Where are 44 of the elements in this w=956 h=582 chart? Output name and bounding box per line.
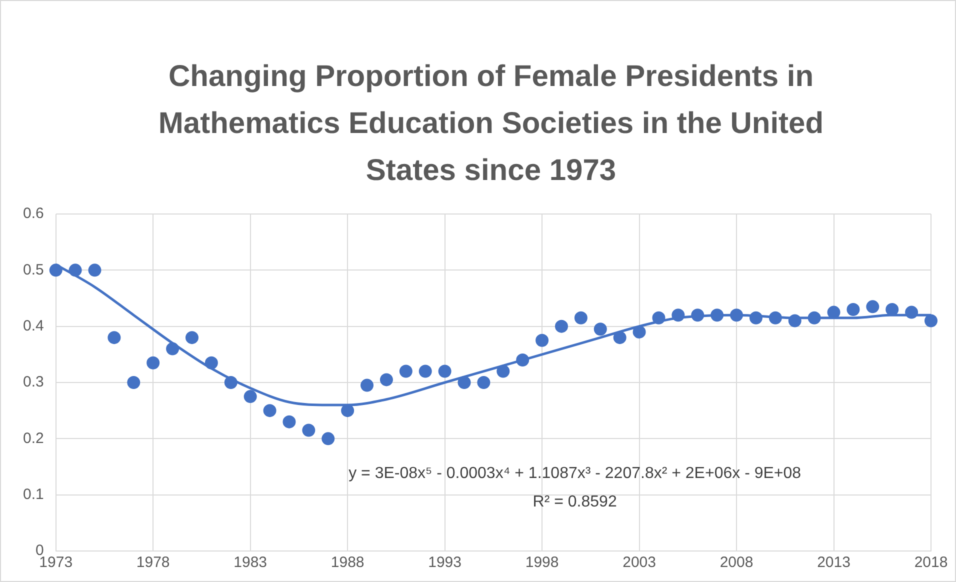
point	[574, 311, 588, 324]
point	[322, 432, 335, 446]
x-tick-label: 2008	[720, 554, 754, 572]
y-tick-label: 0.4	[22, 317, 44, 334]
x-tick-label: 1983	[234, 554, 268, 572]
point	[594, 322, 607, 336]
x-tick-label: 1978	[136, 554, 170, 572]
y-tick-label: 0.2	[22, 430, 44, 447]
point	[866, 300, 880, 314]
point	[360, 378, 374, 392]
point	[438, 364, 452, 378]
x-tick-label: 1988	[330, 554, 364, 572]
point	[399, 364, 412, 378]
chart-title: Changing Proportion of Female Presidents in Mathematics Education Societies in the United States since 1973	[157, 59, 825, 189]
point	[846, 302, 860, 316]
point	[554, 320, 568, 333]
y-tick-label: 0.6	[22, 205, 44, 222]
point	[302, 424, 316, 437]
point	[418, 364, 432, 378]
point	[477, 376, 490, 389]
x-tick-label: 2013	[817, 554, 850, 572]
y-tick-label: 0.5	[22, 261, 44, 278]
y-tick-label: 0.1	[22, 486, 44, 503]
point	[88, 264, 102, 277]
annotation: R² = 0.8592	[532, 494, 617, 511]
point	[185, 331, 198, 344]
point	[263, 404, 276, 418]
point	[886, 302, 899, 316]
point	[108, 331, 121, 344]
point	[127, 376, 140, 389]
point	[244, 390, 257, 404]
x-tick-label: 1993	[428, 554, 462, 572]
y-tick-label: 0.3	[22, 374, 44, 391]
x-tick-label: 1973	[39, 554, 73, 572]
point	[341, 404, 354, 418]
point	[380, 373, 393, 386]
point	[536, 334, 549, 347]
annotation: y = 3E-08x⁵ - 0.0003x⁴ + 1.1087x³ - 2207.8x² + 2E+06x - 9E+08	[348, 464, 802, 482]
x-tick-label: 1998	[525, 554, 559, 572]
point	[924, 314, 938, 328]
x-tick-label: 2018	[914, 554, 948, 572]
point	[282, 415, 296, 428]
point	[146, 356, 160, 370]
x-tick-label: 2003	[622, 554, 656, 572]
